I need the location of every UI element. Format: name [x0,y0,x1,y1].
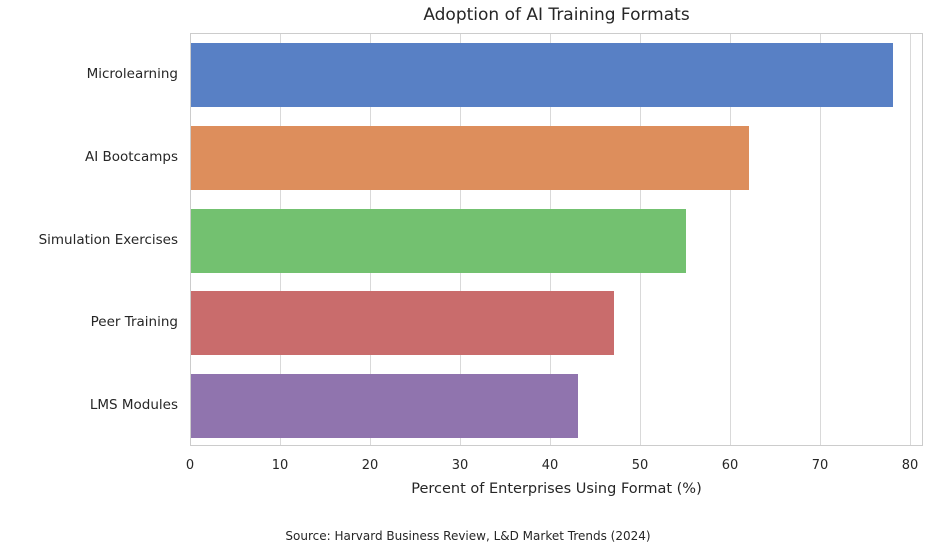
y-category-label: Simulation Exercises [38,231,178,248]
x-tick-label: 10 [271,458,289,473]
x-tick-label: 0 [185,458,195,473]
x-tick-label: 70 [811,458,829,473]
gridline-70 [820,34,821,445]
plot-area [190,33,923,446]
y-category-label: LMS Modules [89,396,178,413]
gridline-80 [910,34,911,445]
bar [191,125,749,190]
x-tick-label: 60 [721,458,739,473]
x-tick-label: 50 [631,458,649,473]
gridline-60 [730,34,731,445]
source-note: Source: Harvard Business Review, L&D Mar… [285,529,651,543]
x-axis-label: Percent of Enterprises Using Format (%) [411,481,702,497]
bar [191,291,614,356]
y-category-label: Microlearning [86,66,178,83]
x-tick-label: 40 [541,458,559,473]
x-tick-label: 80 [901,458,919,473]
bar [191,373,578,438]
y-category-label: Peer Training [90,314,178,331]
bar [191,43,893,108]
chart-title: Adoption of AI Training Formats [423,5,690,25]
y-category-label: AI Bootcamps [84,148,178,165]
x-tick-label: 30 [451,458,469,473]
bar [191,208,686,273]
x-tick-label: 20 [361,458,379,473]
